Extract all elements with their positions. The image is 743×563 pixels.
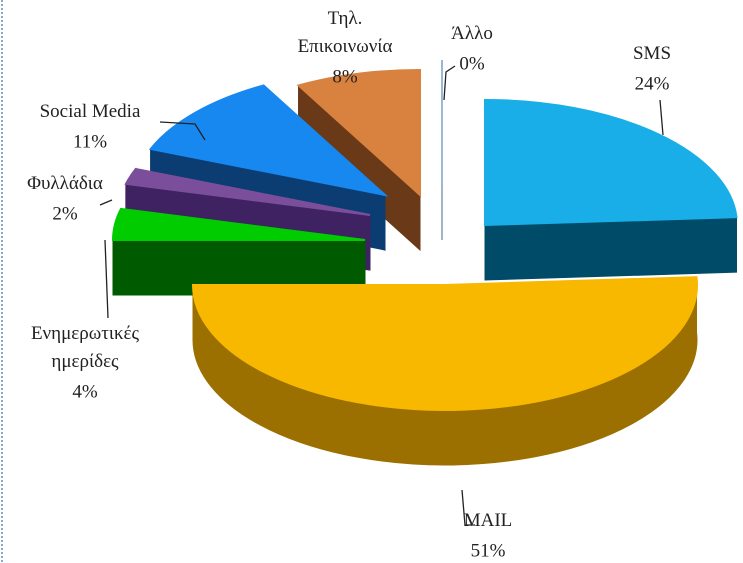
- category-label: Φυλλάδια: [27, 173, 103, 194]
- slice-wall: [484, 216, 738, 281]
- category-label: Social Media: [40, 101, 141, 122]
- value-label: 0%: [459, 53, 485, 74]
- leader-line: [461, 489, 475, 526]
- label-line: MAIL: [464, 510, 513, 531]
- value-label: 2%: [52, 203, 78, 224]
- leader-line: [99, 199, 113, 206]
- value-label: 51%: [471, 540, 506, 561]
- category-label: Ενημερωτικές ημερίδες: [31, 323, 140, 372]
- category-label: MAIL: [464, 510, 513, 531]
- slice: [111, 207, 366, 241]
- leader-line: [159, 121, 206, 141]
- pie: [111, 60, 738, 466]
- value-label: 8%: [332, 66, 358, 87]
- labels: SMS 24% MAIL 51% Ενημερωτικές ημερίδες 4% Φυλλά…: [27, 8, 671, 561]
- leader-line: [659, 99, 664, 136]
- label-line: SMS: [633, 43, 671, 64]
- label-line: Ενημερωτικές: [31, 323, 140, 344]
- label-line: ημερίδες: [51, 351, 119, 372]
- category-label: Τηλ. Επικοινωνία: [298, 8, 393, 57]
- label-line: Social Media: [40, 101, 141, 122]
- value-label: 4%: [72, 381, 98, 402]
- label-line: Φυλλάδια: [27, 173, 103, 194]
- slice: [484, 98, 738, 227]
- value-label: 11%: [73, 131, 107, 152]
- leader-line: [104, 239, 109, 319]
- label-line: Τηλ.: [328, 8, 363, 29]
- slice: [124, 167, 371, 216]
- label-line: Άλλο: [451, 23, 493, 44]
- category-label: SMS: [633, 43, 671, 64]
- value-label: 24%: [635, 73, 670, 94]
- category-label: Άλλο: [451, 23, 493, 44]
- label-line: Επικοινωνία: [298, 36, 393, 57]
- slice: [148, 84, 389, 197]
- leader-line: [443, 65, 456, 101]
- slice: [296, 68, 421, 198]
- slice: [191, 276, 698, 411]
